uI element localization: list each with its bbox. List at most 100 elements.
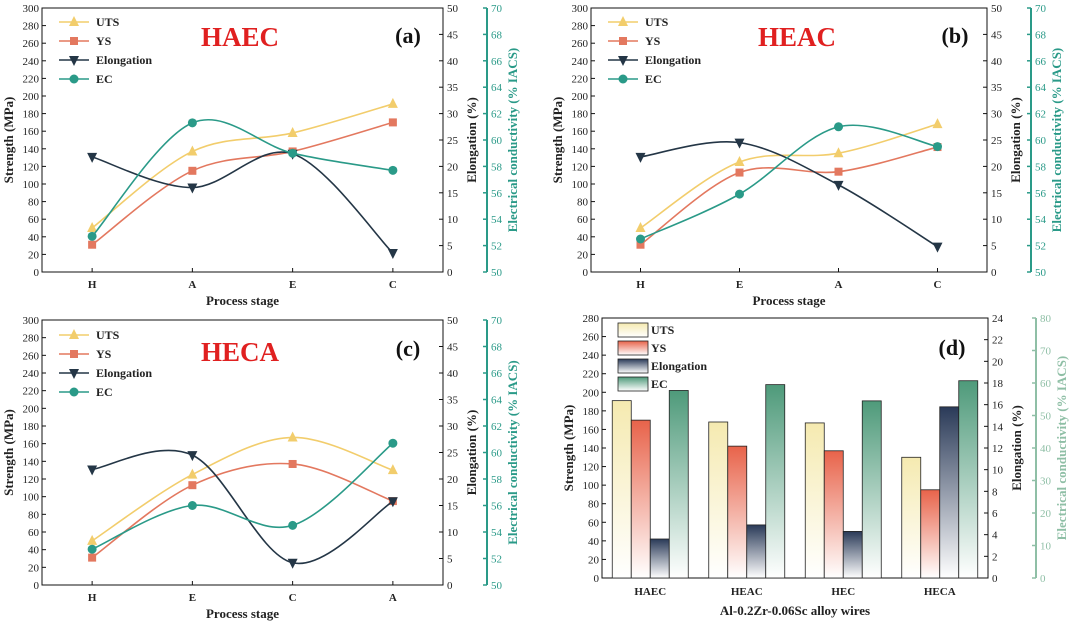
elongation-axis-label: Elongation (%) (1008, 97, 1023, 183)
ec-tick-label: 10 (1040, 541, 1052, 553)
strength-tick-label: 20 (28, 249, 40, 261)
strength-tick-label: 140 (583, 443, 600, 455)
elongation-tick-label: 14 (992, 421, 1004, 433)
strength-tick-label: 0 (34, 580, 40, 592)
strength-tick-label: 260 (583, 332, 600, 344)
legend: UTS YS Elongation EC (608, 15, 701, 86)
ec-tick-label: 50 (1040, 411, 1052, 423)
strength-tick-label: 220 (23, 73, 40, 85)
ec-tick-label: 58 (491, 161, 503, 173)
ec-tick-label: 52 (491, 241, 502, 253)
strength-tick-label: 200 (23, 403, 40, 415)
data-point-elongation (833, 180, 844, 191)
ec-tick-label: 66 (491, 56, 503, 68)
strength-tick-label: 80 (588, 499, 600, 511)
data-point-elongation (635, 152, 646, 163)
legend-marker (619, 37, 627, 45)
ec-tick-label: 70 (491, 3, 503, 15)
ec-tick-label: 54 (1035, 214, 1047, 226)
ec-tick-label: 60 (1035, 135, 1047, 147)
elongation-tick-label: 40 (447, 368, 459, 380)
data-point-uts (734, 156, 745, 166)
legend-label: EC (96, 72, 113, 86)
data-point-ys (188, 481, 197, 490)
data-point-ec (87, 231, 97, 241)
legend-marker (69, 369, 79, 379)
x-tick-label: C (389, 279, 397, 291)
ec-tick-label: 54 (491, 214, 503, 226)
data-point-ys (834, 167, 843, 176)
strength-tick-label: 100 (23, 492, 40, 504)
legend-label: EC (651, 377, 668, 391)
strength-tick-label: 20 (577, 249, 589, 261)
series-line-uts (91, 436, 394, 542)
strength-tick-label: 60 (588, 517, 600, 529)
strength-tick-label: 240 (23, 368, 40, 380)
x-tick-label: E (289, 279, 296, 291)
elongation-tick-label: 4 (992, 530, 998, 542)
chart-panel-d: 0204060801001201401601802002202402602800… (561, 313, 1069, 618)
strength-tick-label: 0 (34, 267, 40, 279)
strength-tick-label: 200 (583, 387, 600, 399)
data-point-ec (735, 189, 744, 199)
elongation-tick-label: 15 (447, 501, 459, 513)
ec-tick-label: 52 (491, 554, 502, 566)
ec-tick-label: 68 (491, 29, 503, 41)
x-axis-label: Al-0.2Zr-0.06Sc alloy wires (720, 603, 870, 618)
data-point-ys (388, 118, 397, 127)
elongation-tick-label: 35 (447, 395, 459, 407)
ec-tick-label: 50 (1035, 267, 1047, 279)
ec-tick-label: 58 (1035, 161, 1047, 173)
legend-label: EC (645, 72, 662, 86)
ec-tick-label: 50 (491, 580, 503, 592)
elongation-tick-label: 0 (447, 580, 453, 592)
ec-tick-label: 64 (491, 82, 503, 94)
elongation-tick-label: 20 (447, 474, 459, 486)
legend-label: UTS (96, 328, 120, 342)
strength-tick-label: 100 (583, 480, 600, 492)
bar-uts (901, 456, 922, 579)
ec-tick-label: 0 (1040, 573, 1046, 585)
elongation-tick-label: 12 (992, 443, 1003, 455)
panel-letter: (d) (939, 335, 966, 360)
data-point-uts (932, 118, 943, 129)
data-point-elongation (387, 248, 398, 259)
data-point-ec (87, 544, 97, 554)
elongation-tick-label: 20 (447, 161, 459, 173)
strength-tick-label: 280 (23, 21, 40, 33)
data-point-elongation (287, 558, 298, 569)
series-line-elongation (640, 141, 938, 248)
legend-label: YS (96, 34, 112, 48)
legend-label: EC (96, 385, 113, 399)
strength-axis-label: Strength (MPa) (550, 97, 565, 184)
elongation-tick-label: 22 (992, 335, 1003, 347)
legend-label: Elongation (645, 53, 701, 67)
strength-tick-label: 160 (23, 439, 40, 451)
bar-ec (668, 390, 689, 579)
legend-label: UTS (645, 15, 669, 29)
strength-tick-label: 240 (572, 56, 589, 68)
elongation-axis-label: Elongation (%) (464, 410, 479, 496)
data-point-ys (735, 168, 744, 177)
elongation-tick-label: 25 (991, 135, 1003, 147)
strength-tick-label: 180 (23, 421, 40, 433)
legend-label: YS (645, 34, 661, 48)
data-point-ec (636, 234, 645, 244)
strength-tick-label: 100 (572, 179, 589, 191)
x-tick-label: E (189, 592, 196, 604)
strength-tick-label: 200 (23, 91, 40, 103)
data-point-elongation (187, 451, 198, 462)
ec-axis-label: Electrical conductivity (% IACS) (505, 360, 520, 545)
ec-tick-label: 62 (491, 421, 502, 433)
ec-tick-label: 68 (491, 342, 503, 354)
data-point-ec (834, 122, 843, 132)
elongation-tick-label: 18 (992, 378, 1004, 390)
strength-tick-label: 80 (28, 509, 40, 521)
elongation-tick-label: 5 (447, 554, 453, 566)
strength-tick-label: 40 (577, 232, 589, 244)
series-line-ys (91, 121, 394, 246)
legend-marker (618, 16, 628, 26)
strength-tick-label: 300 (572, 3, 589, 15)
strength-tick-label: 220 (572, 73, 589, 85)
strength-tick-label: 140 (23, 456, 40, 468)
